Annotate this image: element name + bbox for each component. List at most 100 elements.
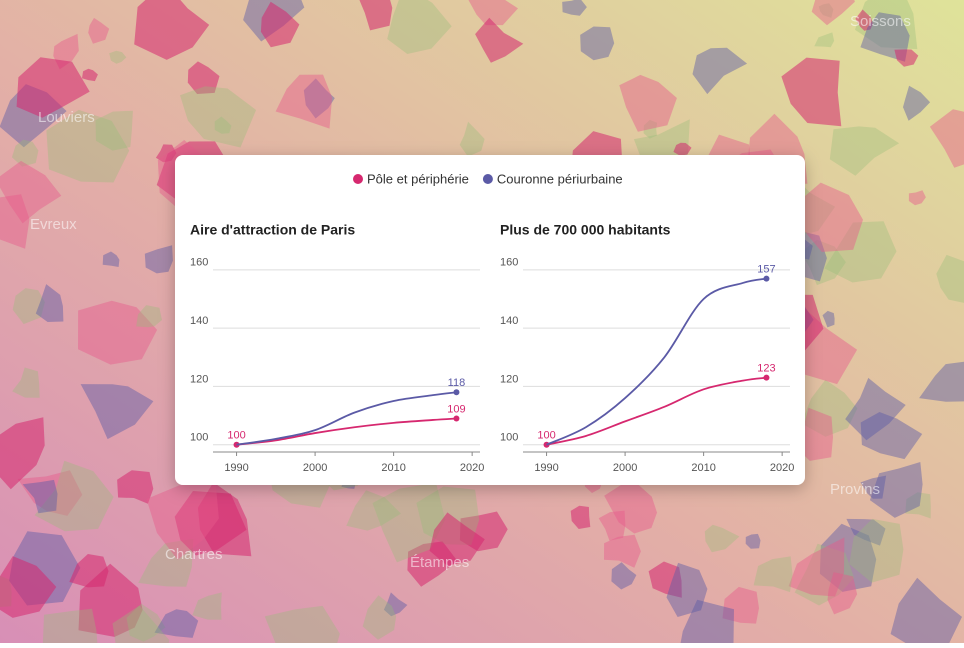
point	[763, 275, 770, 282]
map-area	[383, 592, 408, 617]
map-area	[819, 523, 877, 592]
chart-card	[175, 155, 805, 485]
map-area	[22, 479, 58, 514]
map-label: Soissons	[850, 13, 911, 30]
map-area	[869, 462, 923, 518]
map-area	[673, 142, 692, 156]
data-label: 157	[757, 263, 775, 275]
map-area	[126, 603, 166, 642]
map-area	[845, 377, 906, 441]
y-tick-label: 140	[190, 315, 208, 327]
map-area	[88, 17, 110, 44]
map-area	[154, 609, 199, 638]
map-label: Étampes	[410, 554, 469, 571]
map-area	[35, 284, 64, 322]
map-area	[704, 524, 740, 553]
map-area	[102, 251, 120, 267]
map-area	[788, 537, 845, 597]
map-area	[919, 361, 964, 402]
x-tick-label: 2000	[613, 462, 637, 474]
point	[453, 415, 460, 422]
map-area	[17, 470, 83, 516]
map-area	[849, 518, 904, 583]
map-area	[905, 492, 931, 519]
map-area	[619, 74, 677, 132]
map-area	[372, 482, 446, 563]
map-area	[604, 534, 641, 568]
map-area	[0, 194, 30, 249]
map-area	[95, 110, 133, 151]
map-area	[459, 121, 485, 157]
map-area	[0, 160, 62, 224]
map-area	[144, 245, 173, 274]
map-label: Evreux	[30, 216, 77, 233]
map-label: Louviers	[38, 109, 95, 126]
map-area	[829, 126, 900, 176]
map-area	[570, 505, 591, 529]
map-area	[180, 86, 257, 148]
map-area	[679, 599, 734, 648]
map-area	[475, 17, 524, 63]
map-area	[34, 460, 114, 532]
map-area	[794, 543, 855, 606]
legend-label: Pôle et périphérie	[367, 171, 469, 186]
map-area	[801, 379, 858, 437]
point	[763, 374, 770, 381]
map-label: Provins	[830, 481, 880, 498]
legend-label: Couronne périurbaine	[497, 171, 623, 186]
map-area	[303, 78, 335, 119]
map-area	[598, 510, 626, 541]
map-label: Chartres	[165, 546, 223, 563]
map-area	[136, 305, 162, 328]
map-area	[42, 608, 98, 648]
point	[453, 389, 460, 396]
map-area	[0, 417, 45, 490]
line-series	[236, 391, 457, 446]
chart-title: Plus de 700 000 habitants	[500, 222, 671, 238]
map-area	[138, 538, 194, 587]
map-area	[387, 0, 452, 54]
x-tick-label: 2010	[691, 462, 715, 474]
map-area	[811, 0, 855, 26]
map-area	[800, 239, 846, 286]
map-area	[69, 554, 109, 588]
map-area	[908, 190, 926, 206]
map-area	[192, 592, 222, 620]
x-tick-label: 1990	[534, 462, 558, 474]
map-area	[275, 74, 333, 129]
charts: Pôle et périphérie Couronne périurbaine Ai…	[190, 171, 794, 473]
map-area	[362, 595, 397, 640]
legend-marker	[353, 174, 363, 184]
map-area	[846, 518, 886, 546]
map-area	[260, 1, 300, 48]
y-tick-label: 120	[500, 373, 518, 385]
map-area	[82, 68, 98, 82]
y-tick-label: 100	[500, 432, 518, 444]
x-tick-label: 1990	[224, 462, 248, 474]
map-area	[134, 0, 210, 60]
x-tick-label: 2020	[770, 462, 794, 474]
map-area	[80, 384, 154, 440]
map-area	[0, 556, 57, 618]
map-area	[468, 0, 518, 26]
x-tick-label: 2010	[381, 462, 405, 474]
map-area	[824, 221, 897, 283]
map-area	[264, 605, 340, 648]
map-area	[753, 556, 793, 593]
map-area	[109, 50, 127, 64]
x-tick-label: 2020	[460, 462, 484, 474]
map-area	[692, 47, 748, 95]
y-tick-label: 160	[500, 257, 518, 269]
map-area	[643, 119, 658, 139]
map-area	[860, 475, 887, 499]
y-tick-label: 140	[500, 315, 518, 327]
data-label: 109	[447, 403, 465, 415]
data-label: 100	[537, 430, 555, 442]
y-tick-label: 120	[190, 373, 208, 385]
map-area	[12, 288, 45, 325]
map-area	[611, 562, 637, 590]
map-area	[795, 182, 863, 252]
map-area	[648, 561, 682, 598]
map-area	[814, 32, 835, 48]
